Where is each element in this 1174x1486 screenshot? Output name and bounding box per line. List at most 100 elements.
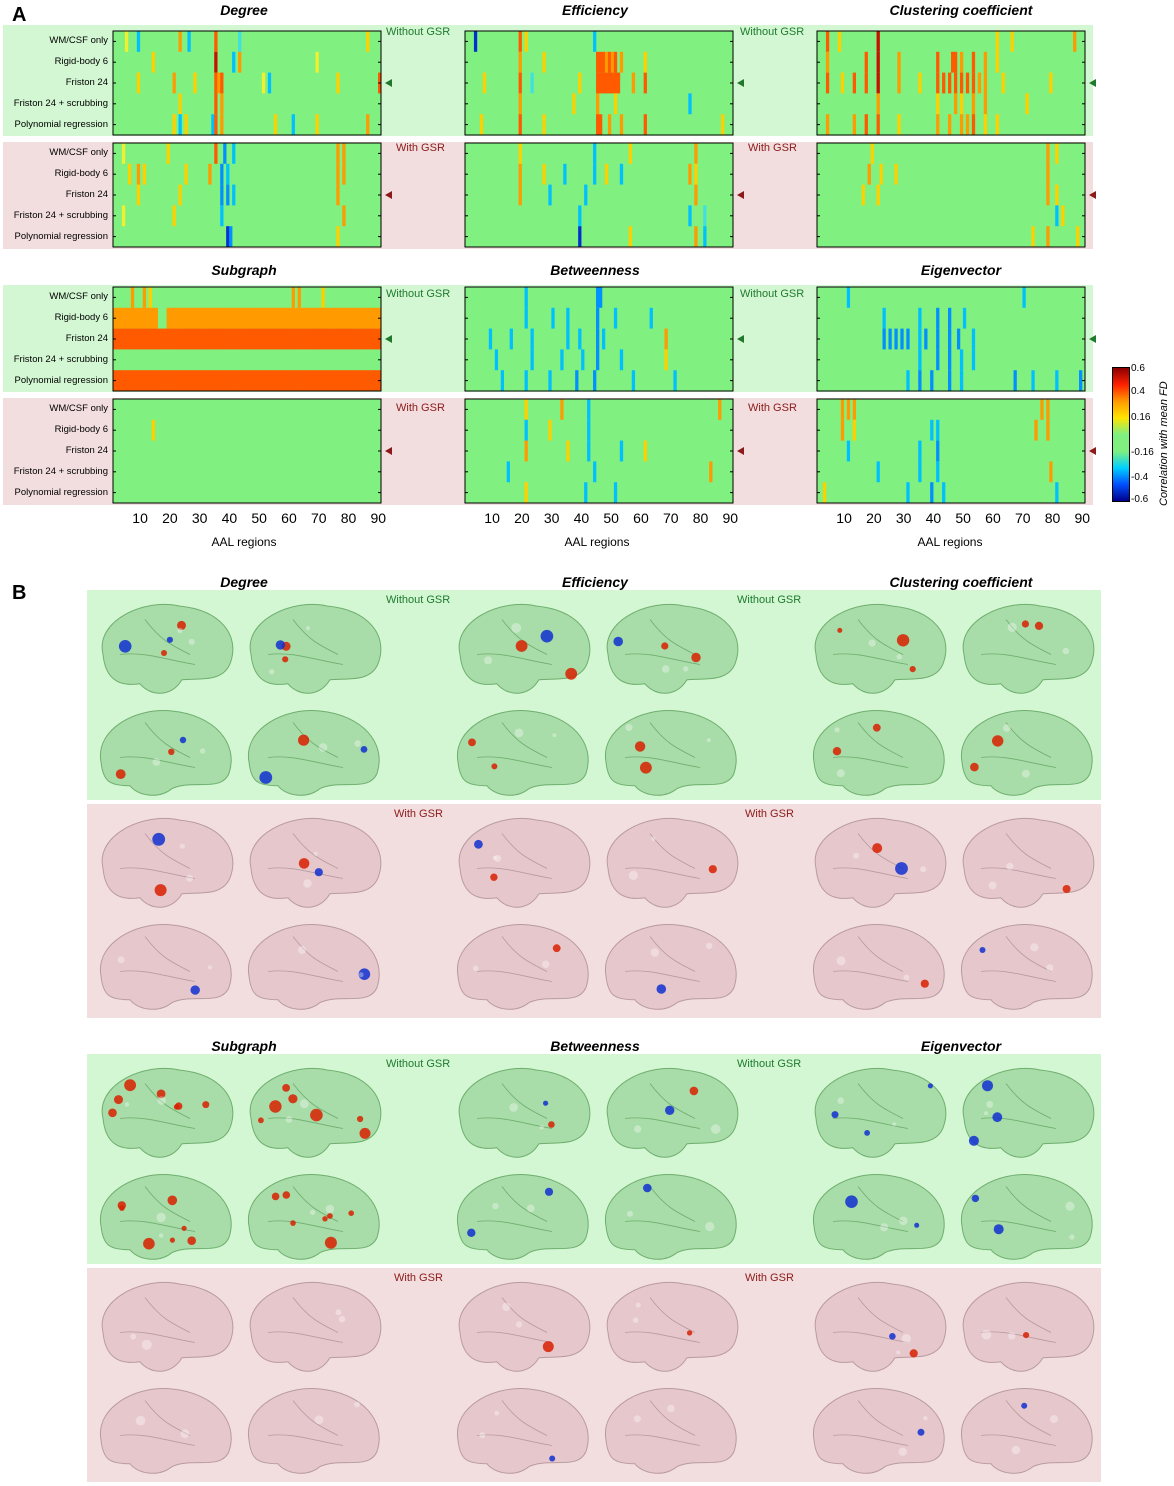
highlight-marker [1089,335,1096,343]
heatmap-cell [264,370,269,391]
heatmap-cell [837,31,842,52]
brain-node-positive [282,656,289,663]
heatmap-cell [357,307,361,329]
heatmap-cell [303,328,307,350]
brain-medial-view [961,924,1093,1010]
brain-node-positive [548,1121,555,1128]
heatmap-cell [375,328,379,350]
heatmap-cell [184,307,188,329]
brain-node-positive [154,884,167,897]
brain-node-faint [285,1116,293,1123]
heatmap-cell [1025,93,1029,115]
x-tick-label: 40 [925,510,942,526]
title-degree: Degree [220,2,268,18]
heatmap-cell [285,370,289,391]
brain-sulcus [267,756,344,768]
heatmap-cell [619,114,624,135]
heatmap-cell [309,328,313,350]
brain-medial-view [457,1174,589,1260]
brain-sulcus [980,1117,1057,1129]
heatmap-cell [372,370,376,391]
brain-sulcus [501,1186,548,1222]
heatmap-cell [688,163,692,185]
heatmap-cell [336,72,340,94]
heatmap-cell [133,307,138,329]
brain-title-degree: Degree [220,574,268,590]
heatmap-cell [721,114,725,135]
brain-lateral-view [458,817,591,908]
brain-group-subgraph-without [100,1067,382,1260]
heatmap-cell [366,370,370,391]
heatmap-cell [285,307,289,329]
heatmap-cell [363,370,367,391]
heatmap-cell [936,307,940,329]
heatmap-background [113,399,381,503]
brain-sulcus [144,1400,191,1436]
brain-sulcus [649,722,696,758]
brain-sulcus [649,936,696,972]
heatmap-cell [852,72,857,94]
heatmap-cell [151,370,155,391]
heatmap-cell [619,440,624,462]
heatmap-cell [518,31,522,52]
brain-node-faint [1021,769,1030,778]
heatmap-cell [366,328,370,350]
brain-node-faint [632,1317,639,1323]
heatmap-cell [971,93,976,115]
heatmap-cell [118,307,123,329]
brain-node-faint [836,769,845,778]
heatmap-cell [584,184,588,206]
brain-node-faint [650,948,659,957]
brain-node-positive [359,1127,371,1139]
heatmap-cell [282,307,287,329]
brain-node-positive [468,738,476,747]
heatmap-cell [342,307,346,329]
heatmap-cell [193,72,197,94]
heatmap-clustering-coefficient-with [816,142,1096,248]
row-label: WM/CSF only [49,291,108,303]
heatmap-cell [524,370,528,391]
heatmap-cell [312,307,316,329]
heatmap-cell [247,307,251,329]
heatmap-cell [136,72,141,94]
heatmap-cell [948,114,952,135]
brain-sulcus [476,867,553,879]
heatmap-cell [276,370,281,391]
gsr-label-with: With GSR [745,1272,794,1284]
brain-node-faint [1046,964,1054,972]
brain-lateral-view [249,1281,382,1372]
heatmap-cell [175,328,179,350]
heatmap-cell [548,419,552,441]
heatmap-cell [154,370,158,391]
x-tick-label: 90 [722,510,739,526]
brain-node-positive [156,1089,166,1099]
heatmap-cell [563,163,567,185]
heatmap-cell [291,328,295,350]
brain-node-faint [899,1216,908,1226]
heatmap-cell [333,307,337,329]
heatmap-cell [518,72,522,94]
heatmap-cell [551,307,555,329]
heatmap-cell [936,349,940,371]
heatmap-cell [181,328,185,350]
heatmap-cell [479,114,484,135]
colorbar-tick: 0.4 [1131,386,1145,397]
brain-medial-view [605,924,737,1010]
heatmap-cell [840,419,845,441]
heatmap-cell [267,72,272,94]
heatmap-cell [220,163,224,185]
brain-node-faint [473,965,479,972]
heatmap-cell [115,370,120,391]
heatmap-cell [205,370,209,391]
heatmap-cell [351,328,355,350]
heatmap-cell [613,93,618,115]
heatmap-cell [351,370,355,391]
heatmap-cell [115,328,120,350]
brain-node-faint [868,639,876,647]
heatmap-cell [518,184,522,206]
heatmap-cell [241,370,245,391]
heatmap-cell [214,31,218,52]
x-tick-label: 70 [1014,510,1031,526]
heatmap-cell [232,307,236,329]
brain-sulcus [267,1117,344,1129]
